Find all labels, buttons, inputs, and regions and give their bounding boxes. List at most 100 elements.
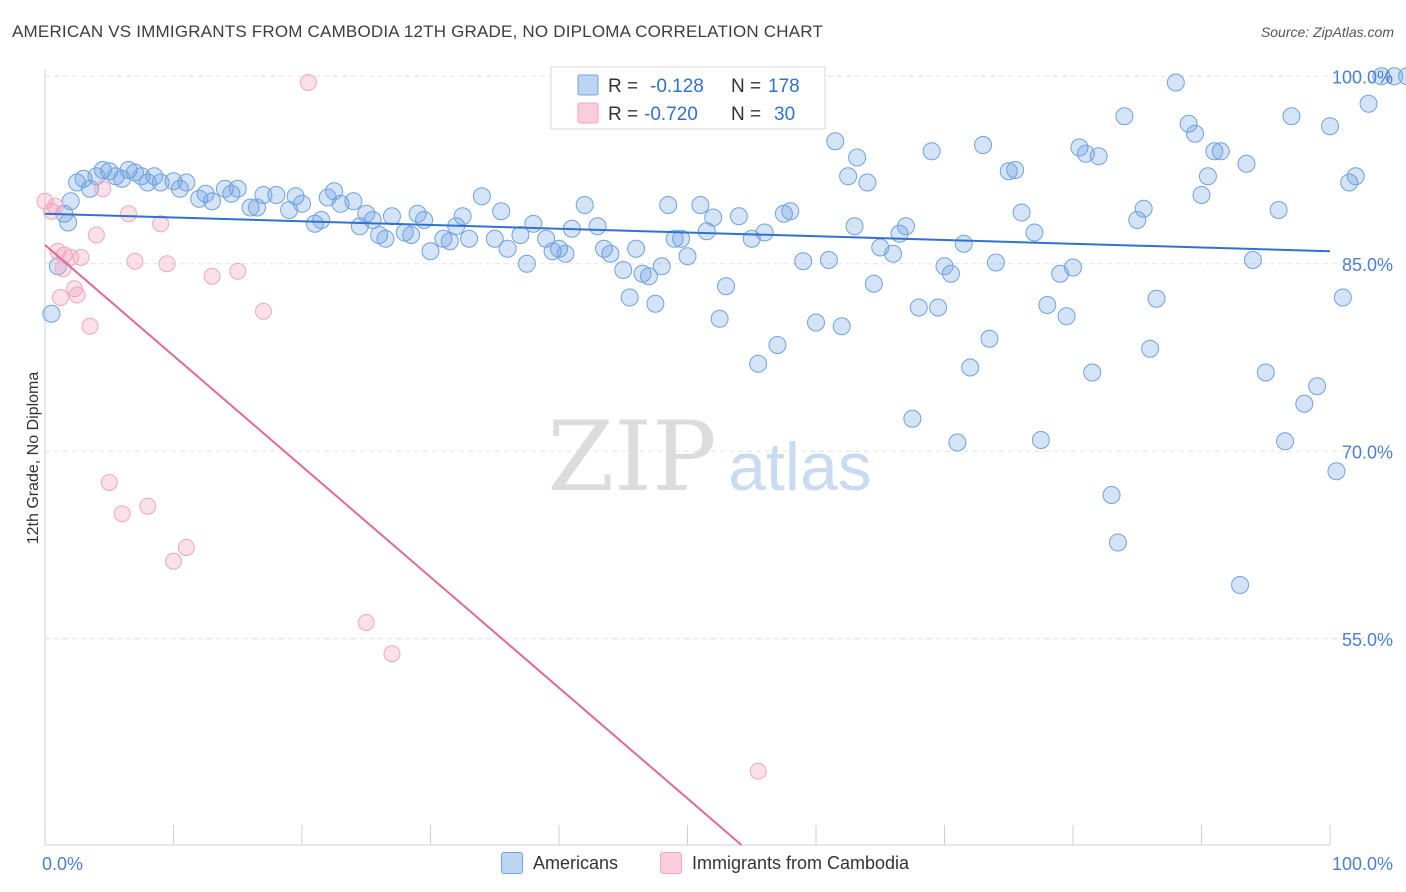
americans-point xyxy=(1064,258,1082,277)
cambodia-point xyxy=(100,474,118,491)
cambodia-point xyxy=(54,260,72,278)
americans-point xyxy=(1385,67,1404,86)
americans-point xyxy=(1327,462,1346,481)
americans-point xyxy=(1256,363,1275,382)
americans-point xyxy=(492,202,511,221)
americans-point xyxy=(1295,394,1314,413)
americans-point xyxy=(1115,107,1134,126)
americans-point xyxy=(672,229,691,248)
americans-point xyxy=(1025,223,1044,242)
americans-point xyxy=(196,184,215,203)
y-tick-label: 100.0% xyxy=(1332,67,1393,87)
americans-point xyxy=(1006,161,1025,179)
legend-n-value-cambodia: 30 xyxy=(774,104,795,125)
americans-point xyxy=(665,229,684,248)
americans-point xyxy=(1321,117,1339,136)
americans-point xyxy=(704,208,723,227)
cambodia-points xyxy=(36,74,767,780)
y-axis-label: 12th Grade, No Diploma xyxy=(25,372,42,545)
cambodia-point xyxy=(120,205,138,223)
americans-point xyxy=(755,223,774,242)
americans-point xyxy=(453,207,472,226)
americans-point xyxy=(1333,288,1352,307)
americans-point xyxy=(864,274,883,293)
americans-point xyxy=(980,329,999,348)
americans-point xyxy=(59,213,78,232)
americans-point xyxy=(1141,339,1160,358)
cambodia-point xyxy=(94,180,112,198)
americans-point xyxy=(749,354,768,373)
y-tick-label: 85.0% xyxy=(1342,255,1393,275)
cambodia-point xyxy=(139,497,157,515)
cambodia-point xyxy=(383,645,401,663)
correlation-legend: R = -0.128 N = 178 R = -0.720 N = 30 xyxy=(550,66,826,130)
cambodia-swatch xyxy=(660,852,682,874)
americans-point xyxy=(460,229,479,248)
americans-point xyxy=(363,211,382,229)
americans-point xyxy=(935,257,954,276)
legend-n-label-americans: N = xyxy=(731,76,761,97)
legend-item-americans: Americans xyxy=(501,852,618,874)
axes xyxy=(44,70,1331,846)
legend-n-label-cambodia: N = xyxy=(731,104,761,125)
americans-point xyxy=(986,253,1005,272)
americans-point xyxy=(286,187,305,206)
cambodia-point xyxy=(152,215,170,233)
americans-point xyxy=(1102,486,1121,504)
americans-point xyxy=(909,298,928,317)
americans-point xyxy=(646,294,665,313)
cambodia-point xyxy=(68,286,86,304)
americans-point xyxy=(858,173,877,192)
watermark-zip: ZIP xyxy=(547,401,716,513)
cambodia-point xyxy=(165,552,182,570)
americans-trend-line xyxy=(44,212,1331,253)
americans-point xyxy=(203,192,222,211)
americans-point xyxy=(1166,73,1185,92)
cambodia-point xyxy=(113,505,131,523)
legend-r-label-americans: R = xyxy=(608,76,638,97)
cambodia-point xyxy=(46,197,64,215)
americans-point xyxy=(974,136,993,154)
legend-n-value-americans: 178 xyxy=(768,76,800,97)
americans-point xyxy=(511,226,530,244)
americans-point xyxy=(177,173,196,192)
americans-point xyxy=(1398,67,1406,86)
americans-point xyxy=(691,196,710,214)
americans-points xyxy=(42,67,1406,594)
americans-point xyxy=(652,257,671,276)
americans-point xyxy=(884,244,903,263)
americans-point xyxy=(524,214,543,233)
americans-point xyxy=(421,242,440,261)
americans-point xyxy=(1198,167,1217,186)
americans-point xyxy=(588,217,607,236)
legend-swatch-americans xyxy=(577,74,599,96)
americans-point xyxy=(1012,203,1031,222)
americans-point xyxy=(376,229,395,248)
x-tick-label-max: 100.0% xyxy=(1332,854,1393,874)
cambodia-point xyxy=(254,302,272,320)
americans-point xyxy=(485,229,504,248)
americans-point xyxy=(961,358,980,377)
americans-point xyxy=(1205,142,1224,161)
legend-swatch-cambodia xyxy=(577,102,599,124)
chart-title: AMERICAN VS IMMIGRANTS FROM CAMBODIA 12T… xyxy=(12,22,824,41)
americans-point xyxy=(1134,199,1153,218)
gridlines xyxy=(45,75,1395,640)
americans-point xyxy=(42,304,61,323)
americans-point xyxy=(164,172,183,191)
americans-point xyxy=(1359,94,1378,113)
cambodia-point xyxy=(87,226,105,244)
americans-point xyxy=(1083,363,1102,382)
trend-lines xyxy=(44,212,1331,846)
americans-point xyxy=(402,226,421,244)
americans-point xyxy=(1231,576,1250,594)
cambodia-point xyxy=(36,192,54,210)
americans-point xyxy=(312,211,331,229)
americans-point xyxy=(768,336,787,354)
cambodia-point xyxy=(749,762,767,780)
americans-point xyxy=(729,207,748,226)
americans-point xyxy=(639,267,658,286)
americans-point xyxy=(293,194,311,213)
americans-point xyxy=(929,298,948,317)
americans-point xyxy=(1276,432,1295,451)
